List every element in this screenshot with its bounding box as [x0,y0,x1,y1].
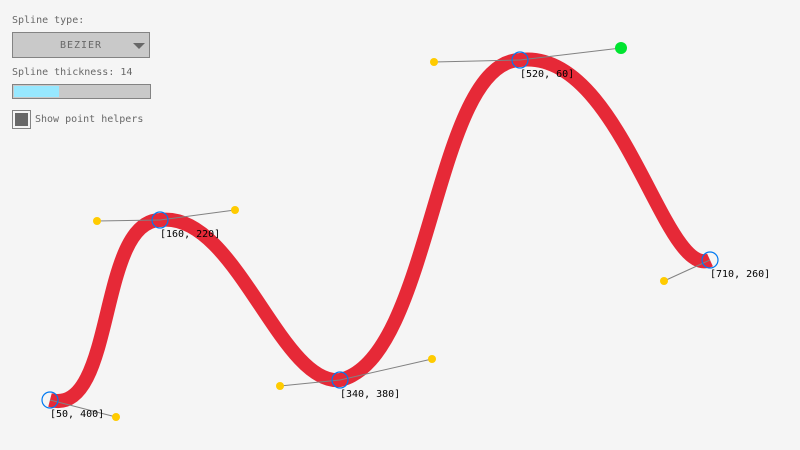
helper-point[interactable] [430,58,438,66]
spline-type-label: Spline type: [12,15,85,26]
control-point[interactable] [331,371,349,389]
helper-point[interactable] [660,277,668,285]
helper-point[interactable] [112,413,120,421]
spline-type-value: BEZIER [59,39,103,51]
slider-fill [14,86,59,97]
point-coordinate-label: [520, 60] [520,69,575,80]
control-point[interactable] [701,251,719,269]
helper-point[interactable] [428,355,436,363]
thickness-label: Spline thickness: 14 [12,67,133,78]
control-point[interactable] [511,51,529,69]
point-coordinate-label: [160, 220] [160,229,221,240]
spline-curve [48,52,713,408]
helper-line[interactable] [519,47,622,61]
helper-line[interactable] [433,59,521,63]
control-point[interactable] [41,391,59,409]
point-coordinate-label: [340, 380] [340,389,401,400]
helper-point[interactable] [93,217,101,225]
helper-line[interactable] [96,219,161,222]
point-coordinate-label: [710, 260] [710,269,771,280]
control-point[interactable] [151,211,169,229]
thickness-slider[interactable] [12,84,151,99]
show-helpers-checkbox[interactable] [12,110,31,129]
helper-line[interactable] [159,209,236,221]
check-mark [15,113,28,126]
helper-line[interactable] [339,358,433,381]
point-coordinate-label: [50, 400] [50,409,105,420]
helper-point[interactable] [231,206,239,214]
helper-line[interactable] [49,399,117,418]
show-helpers-label[interactable]: Show point helpers [35,114,144,125]
spline-type-dropdown[interactable]: BEZIER [12,32,150,58]
selected-helper-point[interactable] [615,42,627,54]
helper-line[interactable] [279,379,341,387]
helper-point[interactable] [276,382,284,390]
dropdown-arrow-icon [133,43,145,49]
